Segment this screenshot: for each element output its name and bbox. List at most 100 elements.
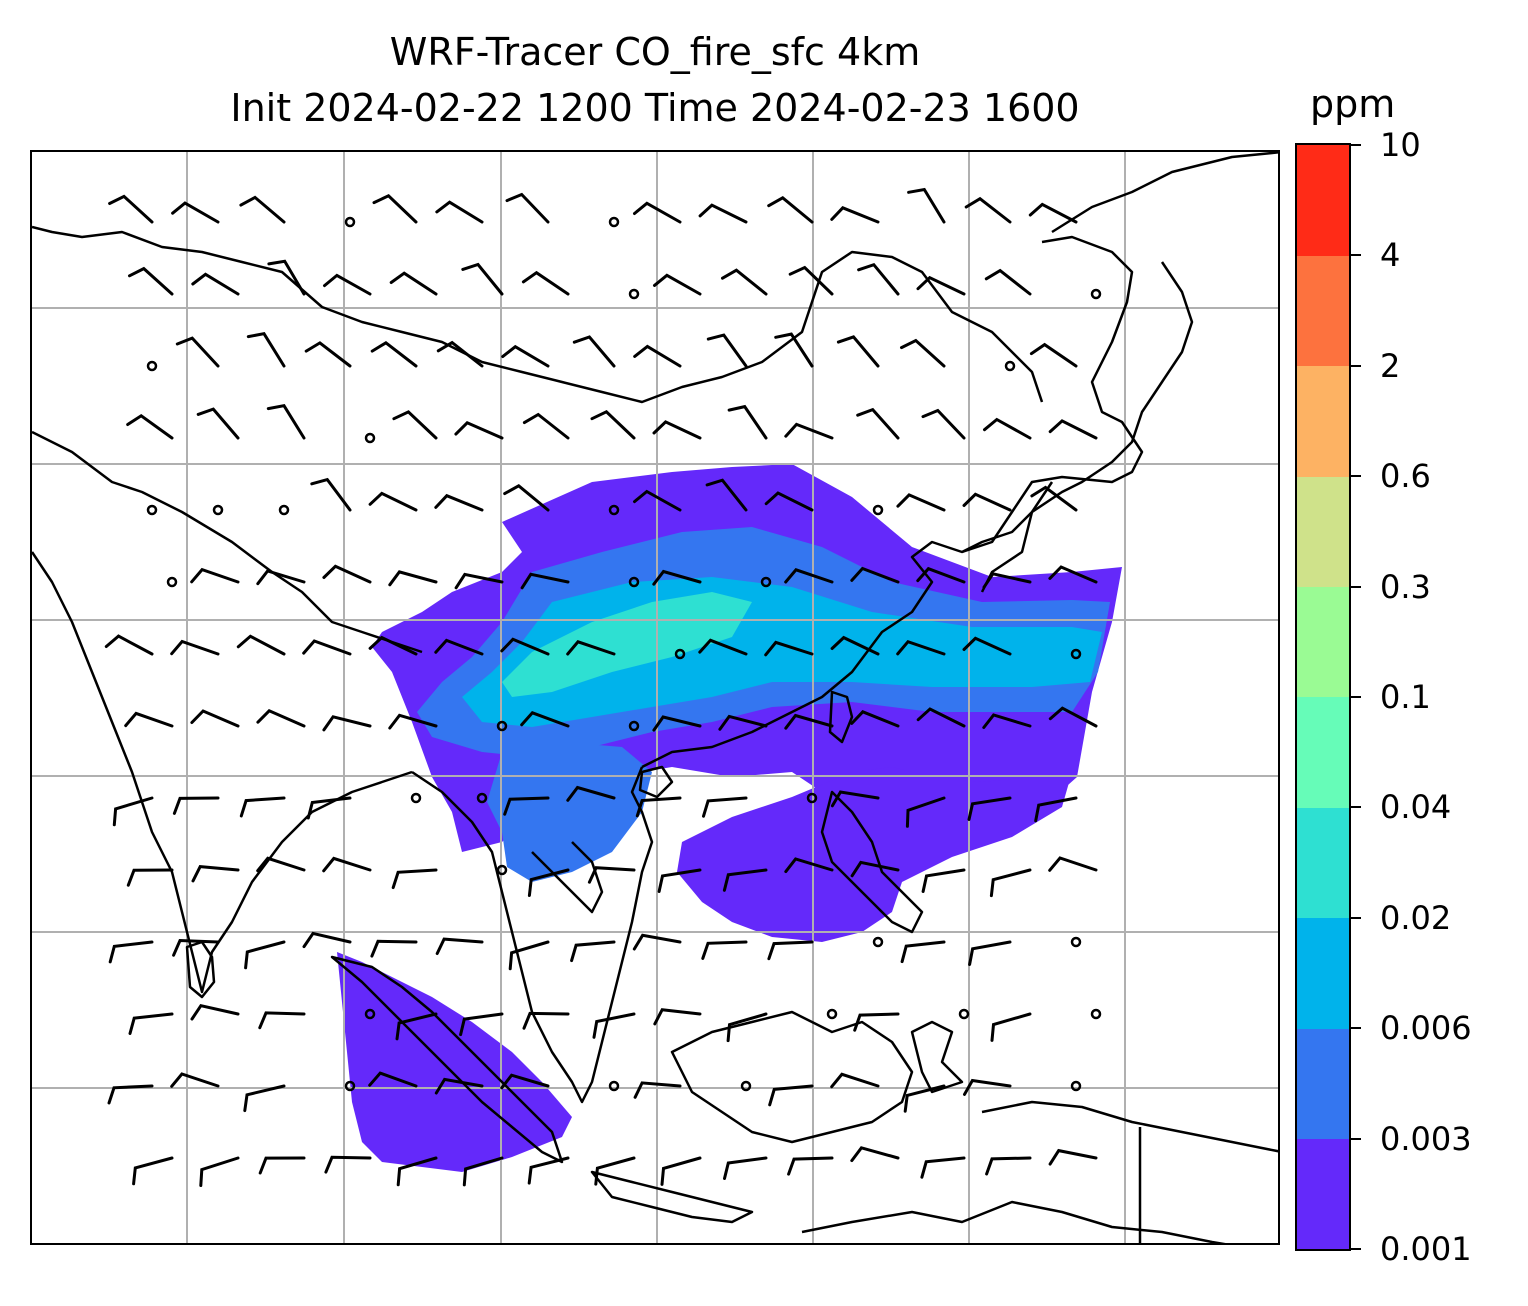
wind-barb [322, 856, 372, 873]
chart-title-line2: Init 2024-02-22 1200 Time 2024-02-23 160… [230, 86, 1080, 130]
wind-barb [900, 940, 946, 964]
wind-barb [302, 639, 352, 656]
wind-barb-calm [364, 1008, 376, 1020]
wind-barb-calm [410, 792, 422, 804]
wind-barb [256, 856, 306, 873]
wind-barb [702, 796, 748, 818]
wind-barb [244, 940, 286, 970]
wind-barb [990, 1012, 1032, 1042]
wind-barb-calm [146, 360, 158, 372]
colorbar-tick [1351, 364, 1361, 367]
wind-barb [520, 572, 570, 590]
wind-barb [258, 1156, 306, 1175]
coast-sulawesi [910, 1020, 964, 1094]
wind-barb [459, 1012, 504, 1037]
wind-barb [172, 938, 220, 957]
colorbar-tick-label: 0.001 [1380, 1230, 1472, 1268]
wind-barb [850, 1146, 900, 1163]
wind-barb [239, 195, 286, 224]
wind-barb [652, 715, 702, 732]
wind-barb [857, 262, 900, 296]
wind-barb [190, 1004, 240, 1021]
colorbar-tick-label: 2 [1380, 346, 1401, 385]
colorbar-segment [1297, 586, 1349, 698]
wind-barb [191, 272, 240, 296]
wind-barb [633, 489, 682, 512]
wind-barb [370, 939, 418, 958]
colorbar-segment [1297, 255, 1349, 367]
wind-barb [916, 566, 966, 584]
wind-barb [368, 635, 418, 656]
wind-barb [171, 201, 220, 224]
wind-barb [392, 410, 438, 440]
wind-barb-calm [1004, 360, 1016, 372]
plume-south-china-sea [677, 767, 1072, 942]
colorbar-tick [1351, 1027, 1361, 1030]
wind-barb-calm [1090, 1008, 1102, 1020]
wind-barb [500, 1073, 550, 1090]
wind-barb [787, 1156, 834, 1176]
wind-barb [522, 412, 570, 440]
wind-barb [774, 332, 814, 368]
wind-barb [850, 710, 900, 728]
wind-barb [723, 1156, 768, 1180]
wind-barb [190, 709, 240, 728]
colorbar-tick-label: 0.006 [1380, 1009, 1472, 1048]
wind-barb [310, 477, 352, 512]
wind-barb [391, 868, 438, 890]
wind-barb [246, 332, 286, 368]
colorbar-tick [1351, 1137, 1361, 1140]
wind-barb [594, 1156, 636, 1186]
wind-barb [698, 638, 748, 656]
wind-barb [657, 868, 702, 893]
wind-barb-calm [674, 648, 686, 660]
wind-barb [196, 407, 240, 440]
wind-barb [767, 940, 814, 961]
wind-barb [853, 1012, 900, 1032]
wind-barb [521, 270, 570, 296]
colorbar-segment [1297, 365, 1349, 477]
wind-barb [170, 1072, 220, 1088]
wind-barb [850, 566, 900, 584]
wind-barb [570, 940, 616, 963]
colorbar-segment [1297, 145, 1349, 256]
wind-barb [108, 194, 154, 224]
wind-barb [191, 865, 240, 883]
coast-russia-north [1051, 152, 1278, 234]
wind-barb [1048, 706, 1098, 728]
wind-barb [652, 420, 702, 440]
wind-barb [1029, 342, 1078, 368]
wind-barb [124, 711, 174, 728]
wind-barb [368, 491, 418, 512]
wind-barb [199, 1156, 240, 1187]
wind-barb [633, 344, 682, 368]
wind-barb [985, 1156, 1032, 1176]
wind-barb [190, 567, 240, 584]
wind-barb [112, 796, 154, 827]
wind-barb [856, 407, 900, 440]
wind-barb [503, 796, 550, 816]
wind-barb [1030, 485, 1078, 512]
wind-barb-calm [1090, 288, 1102, 300]
wind-barb [905, 796, 946, 828]
wind-barb [322, 564, 372, 584]
colorbar-segment [1297, 1138, 1349, 1250]
border-central-asia [32, 430, 423, 654]
wind-barb [527, 868, 570, 897]
wind-barb [660, 1156, 702, 1186]
wind-barb [764, 640, 814, 657]
wind-barb-calm [496, 720, 508, 732]
wind-barb [170, 639, 220, 656]
wind-barb [527, 1156, 570, 1185]
wind-barb-calm [496, 864, 508, 876]
coast-sumatra [330, 955, 564, 1164]
wind-barb [243, 1084, 286, 1113]
wind-barb [1028, 202, 1078, 224]
wind-barb [788, 265, 834, 296]
colorbar-units: ppm [1310, 82, 1396, 126]
coast-australia-north [801, 1200, 1226, 1243]
colorbar-tick-label: 0.04 [1380, 788, 1452, 827]
colorbar-tick-label: 0.3 [1380, 567, 1431, 606]
wind-barb-calm [760, 576, 772, 588]
